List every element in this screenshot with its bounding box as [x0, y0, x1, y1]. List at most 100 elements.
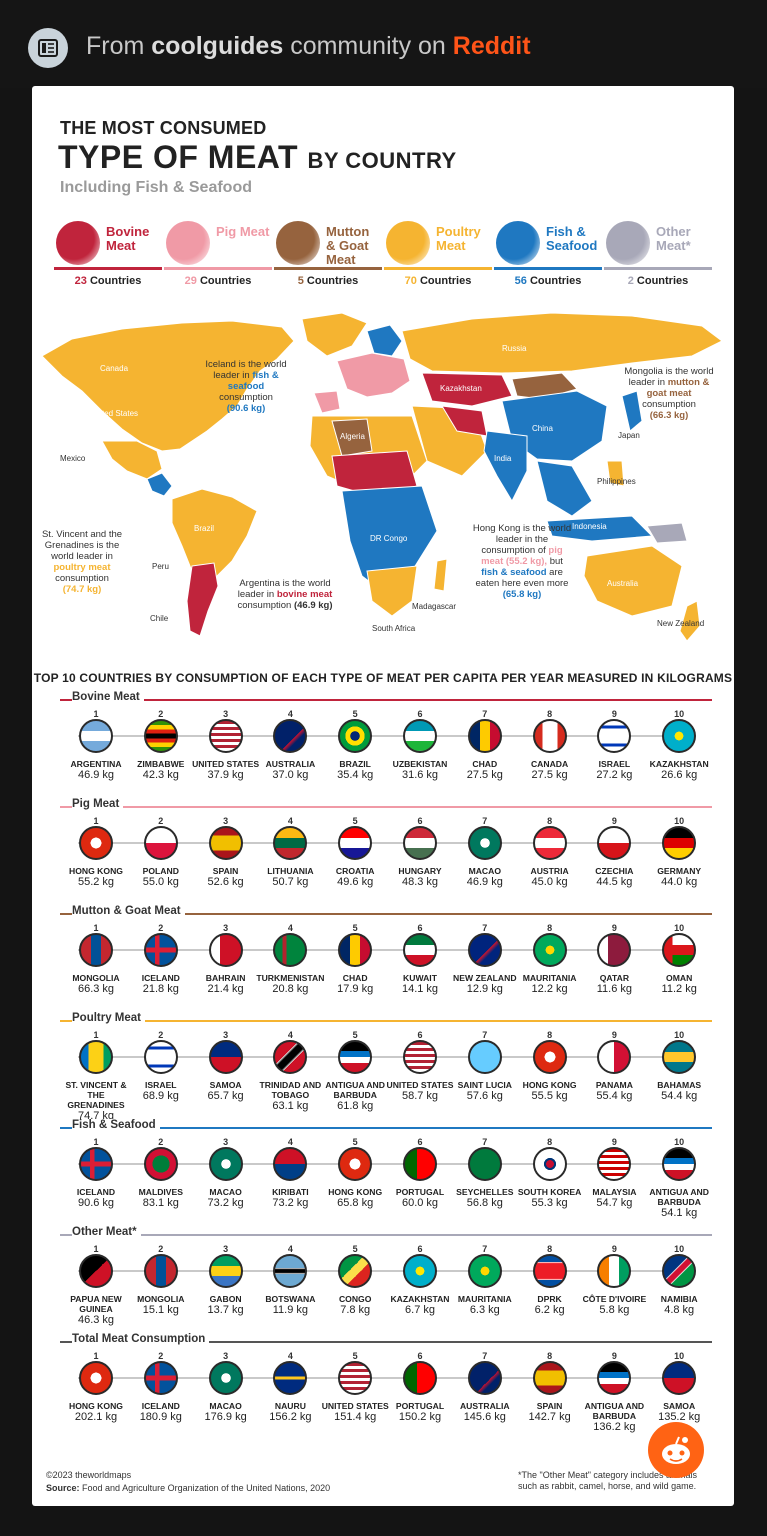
country-name: AUSTRIA: [530, 866, 569, 876]
ranking-item: 8 SOUTH KOREA 55.3 kg: [512, 1137, 588, 1210]
rank-number: 1: [93, 1351, 99, 1361]
category-items: 1 HONG KONG 55.2 kg 2 POLAND 55.0 kg 3 SPAIN 52.…: [60, 816, 712, 904]
consumption-value: 156.2 kg: [269, 1411, 312, 1423]
malaysia-flag-icon: [597, 1147, 632, 1181]
iceland-flag-icon: [143, 1361, 178, 1395]
rank-number: 7: [482, 923, 488, 933]
chad-flag-icon: [338, 933, 373, 967]
map-label-dr-congo: DR Congo: [370, 534, 408, 543]
ranking-item: 7 MACAO 46.9 kg: [447, 816, 523, 889]
country-name: QATAR: [599, 973, 630, 983]
legend-item: Poultry Meat 70 Countries: [384, 219, 492, 289]
category-section: Pig Meat 1 HONG KONG 55.2 kg 2 POLAND 55.0 kg 3…: [60, 798, 712, 903]
newspaper-icon[interactable]: [28, 28, 68, 68]
community-link[interactable]: coolguides: [151, 32, 284, 60]
consumption-value: 142.7 kg: [528, 1411, 571, 1423]
consumption-value: 46.9 kg: [77, 769, 115, 781]
world-map: Canada United States Russia China India …: [32, 301, 734, 646]
ranking-item: 5 CROATIA 49.6 kg: [317, 816, 393, 889]
category-items: 1 HONG KONG 202.1 kg 2 ICELAND 180.9 kg 3 MACAO…: [60, 1351, 712, 1439]
legend-count-value: 56: [514, 275, 527, 287]
legend-color-bar: [604, 267, 712, 270]
ranking-item: 6 PORTUGAL 150.2 kg: [382, 1351, 458, 1424]
legend-count: 5 Countries: [274, 275, 382, 287]
ranking-item: 4 AUSTRALIA 37.0 kg: [252, 709, 328, 782]
map-label-russia: Russia: [502, 344, 527, 353]
annotation-iceland-text: Iceland is the world leader in: [205, 359, 287, 381]
rank-number: 4: [287, 1244, 293, 1254]
hungary-flag-icon: [403, 826, 437, 860]
country-name: POLAND: [142, 866, 179, 876]
country-name: HONG KONG: [69, 866, 123, 876]
rank-number: 1: [93, 1244, 99, 1254]
consumption-value: 17.9 kg: [337, 983, 374, 995]
rank-number: 8: [547, 1244, 553, 1254]
category-title: Mutton & Goat Meat: [72, 905, 185, 917]
consumption-value: 13.7 kg: [207, 1304, 244, 1316]
ranking-item: 4 KIRIBATI 73.2 kg: [252, 1137, 328, 1210]
country-name: SAMOA: [663, 1401, 696, 1411]
rank-number: 4: [287, 816, 293, 826]
legend-label: Poultry Meat: [436, 224, 481, 253]
legend-count-value: 70: [404, 275, 417, 287]
map-australia: [583, 545, 683, 617]
legend-count: 56 Countries: [494, 275, 602, 287]
map-label-mexico: Mexico: [60, 454, 86, 463]
south-korea-flag-icon: [532, 1147, 567, 1181]
consumption-value: 145.6 kg: [463, 1411, 506, 1423]
portugal-flag-icon: [403, 1147, 437, 1181]
bahamas-flag-icon: [662, 1040, 697, 1074]
category-items: 1 PAPUA NEW GUINEA 46.3 kg 2 MONGOLIA 15.1 kg…: [60, 1244, 712, 1332]
consumption-value: 37.0 kg: [272, 769, 309, 781]
legend-count-label: Countries: [419, 275, 472, 287]
annotation-mongolia-text: Mongolia is the world leader in: [624, 366, 714, 388]
annotation-svg-value: (74.7 kg): [62, 584, 102, 595]
ranking-item: 2 ICELAND 21.8 kg: [123, 923, 199, 996]
map-label-brazil: Brazil: [194, 524, 214, 533]
legend-count-label: Countries: [89, 275, 142, 287]
reddit-snoo-icon[interactable]: [648, 1422, 704, 1478]
consumption-value: 202.1 kg: [74, 1411, 118, 1423]
consumption-value: 12.2 kg: [531, 983, 568, 995]
ranking-item: 7 NEW ZEALAND 12.9 kg: [447, 923, 523, 996]
rank-number: 4: [287, 1137, 293, 1147]
legend-count-value: 2: [627, 275, 634, 287]
reddit-link[interactable]: Reddit: [452, 32, 531, 60]
country-name: SAMOA: [209, 1080, 242, 1090]
consumption-value: 14.1 kg: [401, 983, 439, 995]
ranking-item: 1 MONGOLIA 66.3 kg: [58, 923, 134, 996]
kiribati-flag-icon: [273, 1147, 308, 1181]
category-items: 1 MONGOLIA 66.3 kg 2 ICELAND 21.8 kg 3 BAHRAIN 2…: [60, 923, 712, 1011]
rank-number: 4: [287, 923, 293, 933]
legend-label: Fish & Seafood: [546, 224, 598, 253]
rank-number: 10: [674, 709, 685, 719]
legend-count: 23 Countries: [54, 275, 162, 287]
ranking-item: 1 ARGENTINA 46.9 kg: [58, 709, 134, 782]
ranking-item: 3 BAHRAIN 21.4 kg: [188, 923, 264, 996]
consumption-value: 44.0 kg: [661, 876, 698, 888]
rank-number: 6: [417, 816, 423, 826]
country-name: MACAO: [468, 866, 502, 876]
category-divider: [60, 1234, 712, 1236]
ranking-item: 3 MACAO 176.9 kg: [188, 1351, 264, 1424]
ranking-item: 6 KAZAKHSTAN 6.7 kg: [382, 1244, 458, 1317]
consumption-value: 63.1 kg: [272, 1100, 309, 1112]
footnote: *The "Other Meat" category includes anim…: [518, 1470, 697, 1491]
map-papua: [646, 522, 688, 544]
country-name: CONGO: [338, 1294, 372, 1304]
consumption-value: 65.8 kg: [337, 1197, 374, 1209]
country-name: NEW ZEALAND: [453, 973, 517, 983]
consumption-value: 55.0 kg: [142, 876, 179, 888]
title-big: TYPE OF MEAT BY COUNTRY: [58, 139, 457, 176]
canada-flag-icon: [532, 719, 567, 753]
ranking-item: 7 SAINT LUCIA 57.6 kg: [447, 1030, 523, 1103]
united-states-flag-icon: [338, 1361, 373, 1395]
country-name: OMAN: [666, 973, 693, 983]
consumption-value: 11.9 kg: [272, 1304, 309, 1316]
legend-animal-icon: [166, 221, 210, 265]
consumption-value: 61.8 kg: [337, 1100, 374, 1112]
new-zealand-flag-icon: [467, 933, 502, 967]
kazakhstan-flag-icon: [662, 719, 697, 753]
consumption-value: 11.2 kg: [661, 983, 697, 995]
rank-number: 1: [93, 923, 99, 933]
